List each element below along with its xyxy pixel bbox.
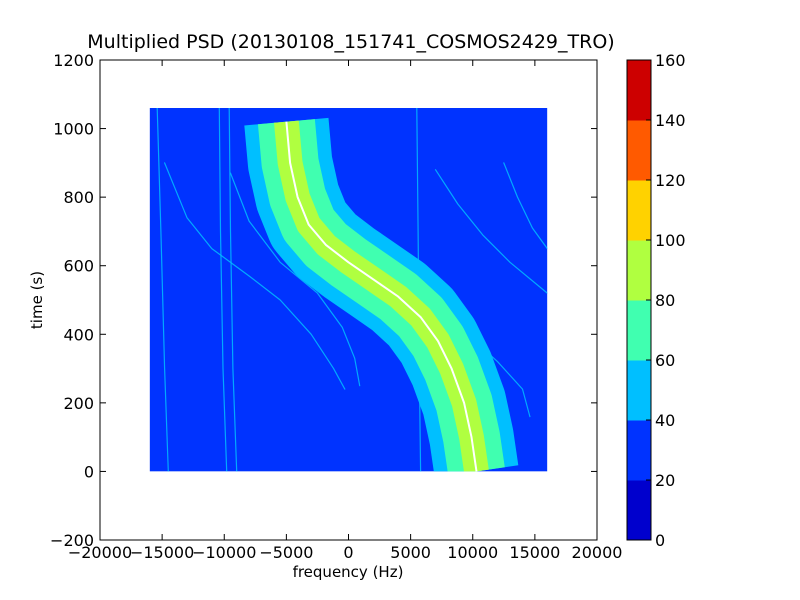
- y-axis: −200 0 200 400 600 800 1000 1200: [50, 51, 597, 550]
- faint-trace: [229, 172, 361, 387]
- x-tick-label: −5000: [259, 543, 313, 562]
- y-axis-title: time (s): [28, 271, 46, 329]
- colorbar-segment: [627, 300, 651, 361]
- colorbar-segment: [627, 360, 651, 421]
- y-tick-label: 1200: [53, 51, 94, 70]
- colorbar-segment: [627, 420, 651, 481]
- x-tick-label: 15000: [509, 543, 560, 562]
- colorbar-tick-label: 40: [655, 411, 675, 430]
- chart-title: Multiplied PSD (20130108_151741_COSMOS24…: [87, 31, 614, 53]
- colorbar-segment: [627, 480, 651, 541]
- x-tick-label: −20000: [68, 543, 132, 562]
- colorbar-segment: [627, 60, 651, 121]
- y-tick-label: 400: [63, 325, 94, 344]
- colorbar-tick-label: 140: [655, 111, 686, 130]
- colorbar-segment: [627, 120, 651, 181]
- x-tick-label: −15000: [130, 543, 194, 562]
- x-axis-title: frequency (Hz): [293, 563, 404, 581]
- colorbar: 0 20 40 60 80 100 120 140 160: [626, 51, 686, 550]
- x-tick-label: −10000: [192, 543, 256, 562]
- heatmap-layer: [149, 108, 548, 472]
- colorbar-tick-label: 60: [655, 351, 675, 370]
- colorbar-tick-label: 0: [655, 531, 665, 550]
- y-tick-label: −200: [50, 531, 94, 550]
- faint-trace: [156, 108, 169, 472]
- x-tick-label: 0: [343, 543, 353, 562]
- colorbar-tick-label: 80: [655, 291, 675, 310]
- x-tick-label: 20000: [572, 543, 623, 562]
- faint-trace: [434, 169, 548, 294]
- main-trace-band: [285, 121, 478, 472]
- faint-trace: [228, 108, 238, 472]
- x-axis: −20000−15000−10000 −5000 0 5000 10000 15000 20…: [68, 60, 623, 562]
- faint-trace: [503, 162, 548, 250]
- y-tick-label: 800: [63, 188, 94, 207]
- x-tick-label: 5000: [390, 543, 431, 562]
- colorbar-tick-label: 100: [655, 231, 686, 250]
- colorbar-tick-label: 120: [655, 171, 686, 190]
- x-tick-label: 10000: [447, 543, 498, 562]
- colorbar-segment: [627, 180, 651, 241]
- colorbar-tick-label: 20: [655, 471, 675, 490]
- colorbar-tick-label: 160: [655, 51, 686, 70]
- faint-trace: [218, 108, 228, 472]
- faint-trace: [164, 162, 346, 390]
- y-tick-label: 0: [84, 462, 94, 481]
- y-tick-label: 600: [63, 257, 94, 276]
- colorbar-segment: [627, 240, 651, 301]
- y-tick-label: 200: [63, 394, 94, 413]
- y-tick-label: 1000: [53, 120, 94, 139]
